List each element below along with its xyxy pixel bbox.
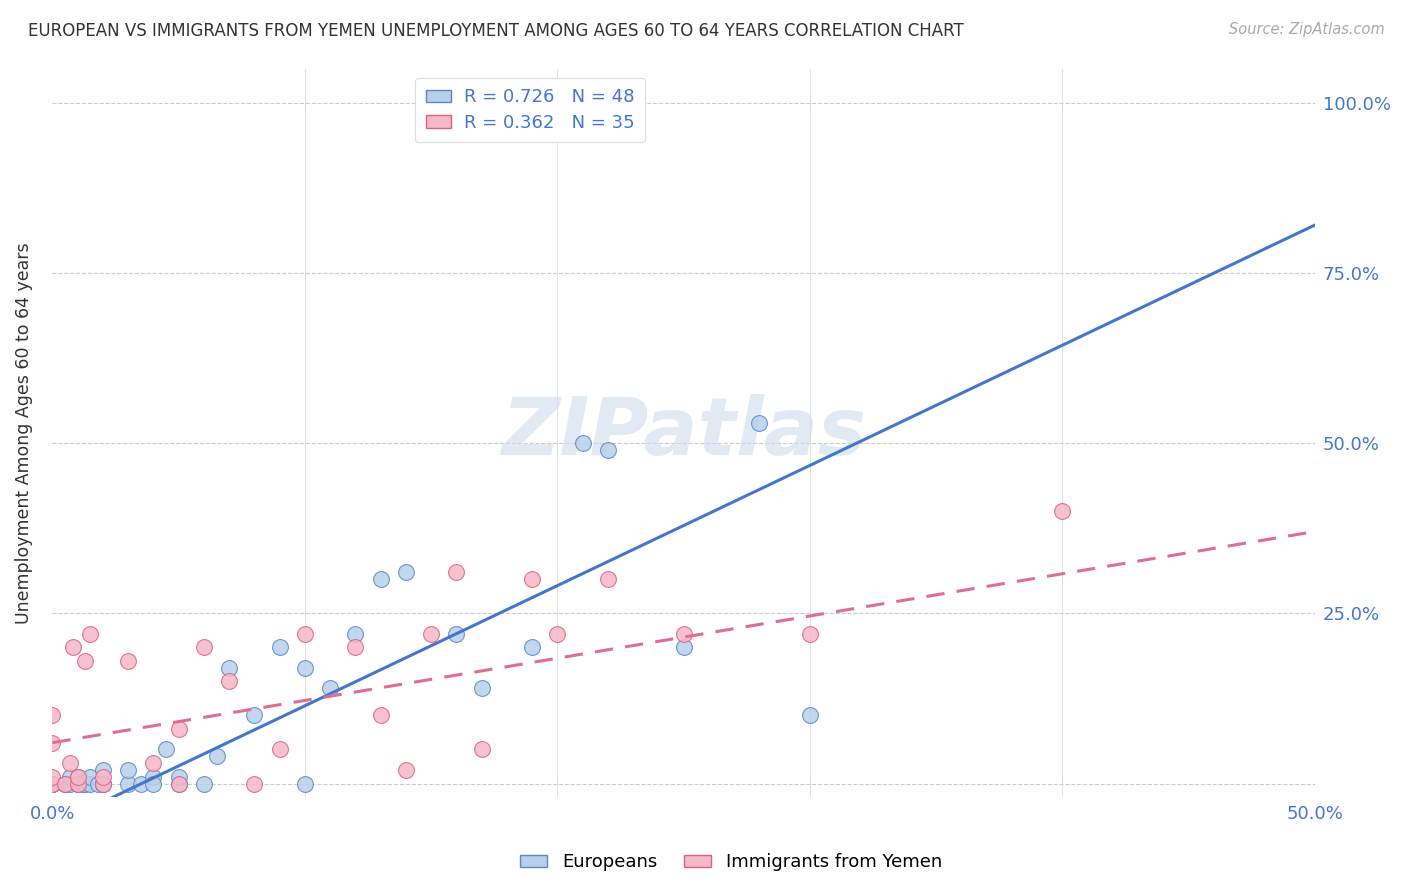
Point bbox=[41, 776, 63, 790]
Point bbox=[75, 776, 97, 790]
Point bbox=[672, 640, 695, 655]
Point bbox=[59, 770, 82, 784]
Point bbox=[66, 776, 89, 790]
Point bbox=[129, 776, 152, 790]
Point bbox=[269, 742, 291, 756]
Point bbox=[41, 776, 63, 790]
Point bbox=[91, 776, 114, 790]
Point bbox=[91, 763, 114, 777]
Point bbox=[53, 776, 76, 790]
Point bbox=[243, 708, 266, 723]
Point bbox=[142, 756, 165, 770]
Point bbox=[91, 770, 114, 784]
Point bbox=[520, 640, 543, 655]
Point bbox=[41, 770, 63, 784]
Text: ZIPatlas: ZIPatlas bbox=[501, 394, 866, 472]
Point bbox=[117, 654, 139, 668]
Point bbox=[66, 776, 89, 790]
Text: Source: ZipAtlas.com: Source: ZipAtlas.com bbox=[1229, 22, 1385, 37]
Point bbox=[72, 776, 94, 790]
Point bbox=[748, 416, 770, 430]
Point bbox=[167, 722, 190, 736]
Point bbox=[66, 776, 89, 790]
Point bbox=[53, 776, 76, 790]
Legend: R = 0.726   N = 48, R = 0.362   N = 35: R = 0.726 N = 48, R = 0.362 N = 35 bbox=[415, 78, 645, 143]
Point bbox=[546, 626, 568, 640]
Point bbox=[53, 776, 76, 790]
Point bbox=[193, 776, 215, 790]
Point bbox=[370, 708, 392, 723]
Point bbox=[117, 763, 139, 777]
Point bbox=[446, 566, 468, 580]
Text: EUROPEAN VS IMMIGRANTS FROM YEMEN UNEMPLOYMENT AMONG AGES 60 TO 64 YEARS CORRELA: EUROPEAN VS IMMIGRANTS FROM YEMEN UNEMPL… bbox=[28, 22, 965, 40]
Point bbox=[66, 770, 89, 784]
Point bbox=[91, 776, 114, 790]
Point bbox=[344, 626, 367, 640]
Point bbox=[243, 776, 266, 790]
Point bbox=[319, 681, 342, 696]
Point bbox=[79, 626, 101, 640]
Point bbox=[41, 776, 63, 790]
Point bbox=[79, 776, 101, 790]
Point bbox=[471, 681, 494, 696]
Point bbox=[395, 566, 418, 580]
Point bbox=[79, 770, 101, 784]
Point bbox=[142, 770, 165, 784]
Point bbox=[75, 654, 97, 668]
Point bbox=[41, 776, 63, 790]
Point bbox=[142, 776, 165, 790]
Point bbox=[87, 776, 110, 790]
Point bbox=[193, 640, 215, 655]
Point bbox=[1050, 504, 1073, 518]
Point bbox=[167, 776, 190, 790]
Point bbox=[571, 436, 593, 450]
Point bbox=[62, 640, 84, 655]
Point bbox=[596, 572, 619, 586]
Point bbox=[799, 626, 821, 640]
Point bbox=[41, 776, 63, 790]
Point bbox=[269, 640, 291, 655]
Point bbox=[218, 674, 240, 689]
Point bbox=[471, 742, 494, 756]
Point bbox=[66, 770, 89, 784]
Point bbox=[91, 776, 114, 790]
Point bbox=[420, 626, 443, 640]
Point bbox=[167, 776, 190, 790]
Point bbox=[294, 626, 316, 640]
Point bbox=[59, 756, 82, 770]
Legend: Europeans, Immigrants from Yemen: Europeans, Immigrants from Yemen bbox=[513, 847, 949, 879]
Point bbox=[799, 708, 821, 723]
Point bbox=[41, 776, 63, 790]
Point bbox=[205, 749, 228, 764]
Point bbox=[41, 708, 63, 723]
Point bbox=[41, 776, 63, 790]
Point bbox=[370, 572, 392, 586]
Point bbox=[344, 640, 367, 655]
Point bbox=[167, 770, 190, 784]
Point bbox=[446, 626, 468, 640]
Point bbox=[117, 776, 139, 790]
Point bbox=[294, 776, 316, 790]
Point bbox=[672, 626, 695, 640]
Y-axis label: Unemployment Among Ages 60 to 64 years: Unemployment Among Ages 60 to 64 years bbox=[15, 242, 32, 624]
Point bbox=[218, 661, 240, 675]
Point bbox=[59, 776, 82, 790]
Point bbox=[520, 572, 543, 586]
Point bbox=[294, 661, 316, 675]
Point bbox=[41, 736, 63, 750]
Point bbox=[395, 763, 418, 777]
Point bbox=[596, 442, 619, 457]
Point bbox=[155, 742, 177, 756]
